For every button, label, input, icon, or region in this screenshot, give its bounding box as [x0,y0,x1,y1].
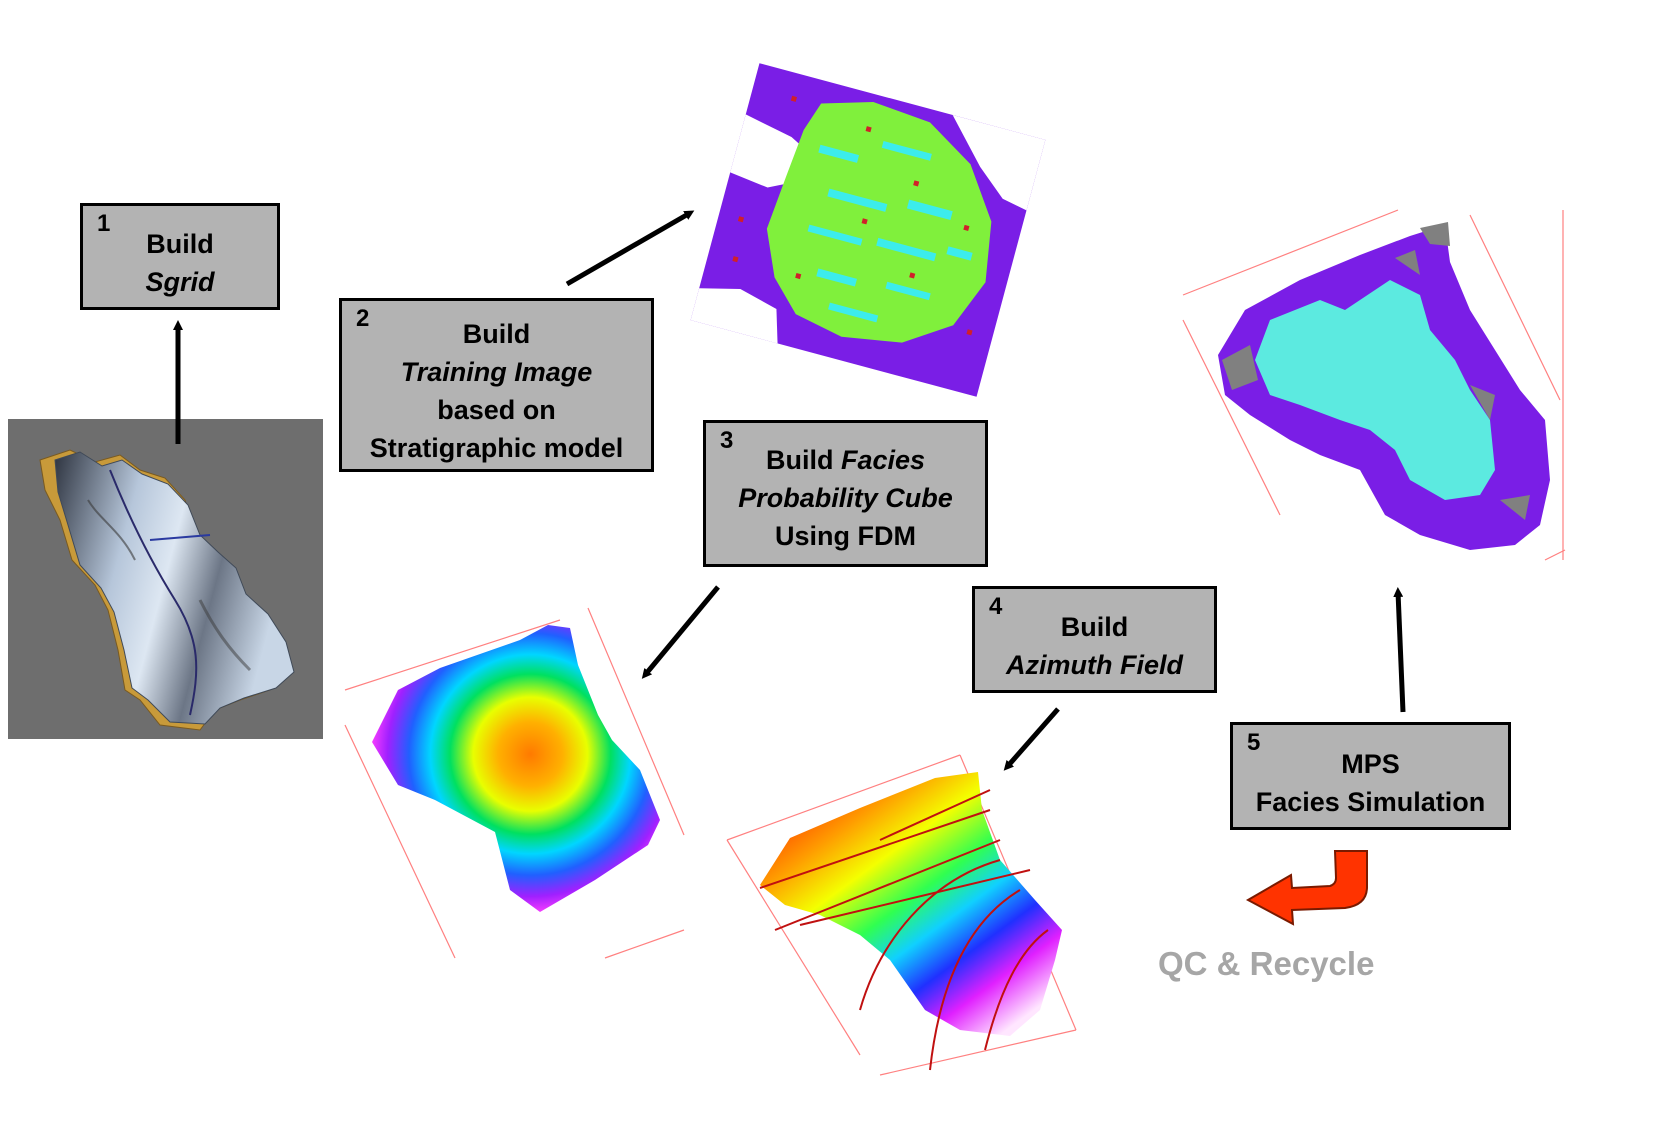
step-5-number: 5 [1247,729,1261,756]
step-5-line2: Facies Simulation [1255,787,1486,817]
step-1-line1: Build [146,229,214,259]
sgrid-image [8,419,323,739]
step-2-number: 2 [356,305,370,332]
step-5-box: 5 MPS Facies Simulation [1230,722,1511,830]
step-2-line3: based on [437,395,556,425]
step-4-line1: Build [1060,612,1129,642]
step-2-line1: Build [462,319,531,349]
curved-recycle-arrow-icon [1245,850,1368,926]
step-3-line1-build: Build [765,445,841,475]
step-3-line1: Build Facies [706,441,985,479]
step-3-line1-facies: Facies [840,445,926,475]
step-1-number: 1 [97,210,111,237]
up-arrow-icon [1393,587,1406,713]
probability-cube-image [344,607,685,959]
step-3-box: 3 Build Facies Probability Cube Using FD… [703,420,988,567]
diagonal-arrow-icon [1003,707,1060,771]
step-1-box: 1 Build Sgrid [80,203,280,310]
step-2-box: 2 Build Training Image based on Stratigr… [339,298,654,472]
azimuth-field-image [726,754,1077,1076]
step-4-line2: Azimuth Field [1006,650,1183,680]
diagonal-arrow-icon [641,585,720,679]
mps-simulation-image [1182,209,1566,561]
step-4-number: 4 [989,593,1003,620]
step-1-line2: Sgrid [145,267,215,297]
step-3-line3: Using FDM [775,521,916,551]
step-3-line2: Probability Cube [738,483,953,513]
qc-recycle-caption: QC & Recycle [1158,945,1375,982]
diagonal-arrow-icon [565,210,695,287]
step-2-line4: Stratigraphic model [369,433,624,463]
step-5-line1: MPS [1341,749,1400,779]
step-3-number: 3 [720,427,734,454]
step-4-box: 4 Build Azimuth Field [972,586,1217,693]
step-2-line2: Training Image [400,357,593,387]
training-image [690,63,1046,397]
